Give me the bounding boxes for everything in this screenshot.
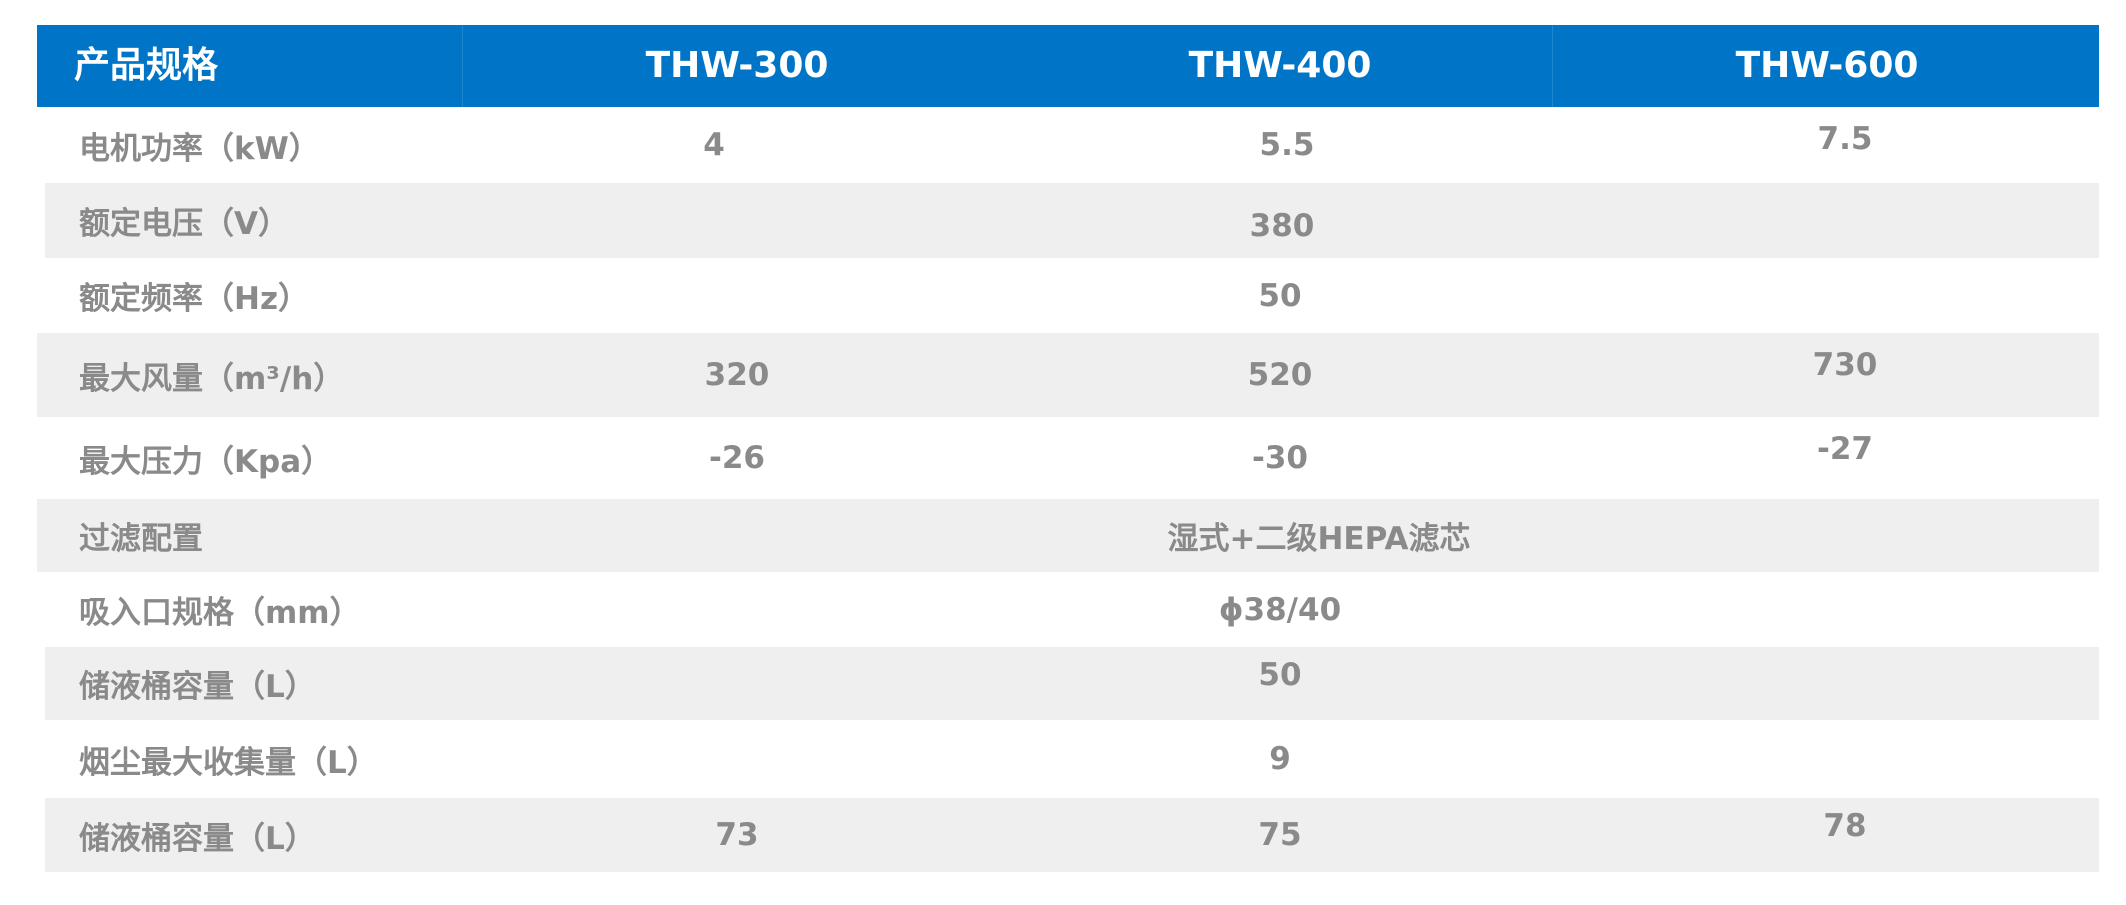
table-row-tank-capacity-2: 储液桶容量（L） 73 75 78	[45, 798, 2099, 872]
cell-span: 湿式+二级HEPA滤芯	[1167, 521, 1471, 557]
row-label: 烟尘最大收集量（L）	[79, 744, 378, 781]
header-model-2: THW-400	[1188, 45, 1372, 86]
row-label: 过滤配置	[79, 521, 203, 557]
table-header: 产品规格 THW-300 THW-400 THW-600	[37, 25, 2099, 107]
header-label: 产品规格	[74, 45, 219, 86]
cell-thw400: -30	[1251, 440, 1309, 476]
table-row-tank-capacity: 储液桶容量（L） 50	[45, 647, 2099, 720]
row-label: 额定电压（V）	[79, 206, 289, 242]
cell-thw300: 4	[703, 127, 725, 163]
cell-span: 380	[1249, 208, 1315, 244]
cell-span: 50	[1258, 657, 1302, 693]
cell-span: 9	[1269, 741, 1291, 777]
table-row-inlet-size: 吸入口规格（mm） ϕ38/40	[37, 572, 2099, 647]
row-label: 储液桶容量（L）	[79, 820, 316, 857]
cell-span: 50	[1258, 277, 1302, 314]
cell-thw600: 730	[1812, 347, 1878, 383]
cell-thw400: 520	[1247, 357, 1313, 393]
spec-table: 产品规格 THW-300 THW-400 THW-600 电机功率（kW） 4 …	[37, 25, 2099, 872]
cell-thw400: 5.5	[1259, 127, 1315, 163]
cell-thw600: 78	[1823, 808, 1867, 844]
table-row-rated-voltage: 额定电压（V） 380	[45, 183, 2099, 258]
table-row-rated-frequency: 额定频率（Hz） 50	[37, 258, 2099, 333]
header-divider	[1552, 25, 1553, 107]
cell-thw600: 7.5	[1817, 121, 1873, 157]
row-label: 最大压力（Kpa）	[79, 443, 333, 480]
row-label: 最大风量（m³/h）	[79, 360, 345, 397]
cell-thw300: -26	[708, 440, 766, 476]
row-label: 储液桶容量（L）	[79, 669, 316, 705]
table-row-max-airflow: 最大风量（m³/h） 320 520 730	[37, 333, 2099, 417]
cell-thw300: 320	[704, 357, 770, 393]
cell-thw300: 73	[715, 817, 759, 853]
header-divider	[462, 25, 463, 107]
table-row-filter-config: 过滤配置 湿式+二级HEPA滤芯	[37, 499, 2099, 572]
table-row-dust-capacity: 烟尘最大收集量（L） 9	[37, 720, 2099, 798]
header-model-1: THW-300	[645, 45, 829, 86]
row-label: 电机功率（kW）	[79, 130, 320, 167]
row-label: 吸入口规格（mm）	[79, 595, 361, 631]
header-model-3: THW-600	[1735, 45, 1919, 86]
cell-span: ϕ38/40	[1218, 591, 1342, 628]
table-row-max-pressure: 最大压力（Kpa） -26 -30 -27	[37, 417, 2099, 499]
row-label: 额定频率（Hz）	[79, 281, 309, 317]
table-row-motor-power: 电机功率（kW） 4 5.5 7.5	[37, 107, 2099, 183]
cell-thw600: -27	[1816, 431, 1874, 467]
cell-thw400: 75	[1258, 817, 1302, 853]
